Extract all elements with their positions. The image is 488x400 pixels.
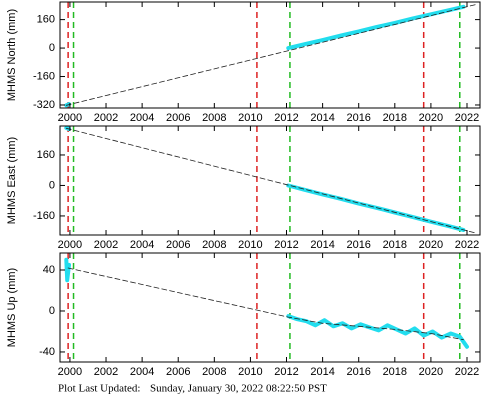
plot-frame	[59, 252, 481, 363]
x-tick-label: 2006	[166, 112, 190, 124]
y-tick-label: 40	[43, 264, 55, 276]
x-tick-label: 2018	[383, 366, 407, 378]
x-tick-label: 2000	[58, 366, 82, 378]
x-tick-label: 2012	[274, 366, 298, 378]
y-tick-label: -40	[39, 346, 55, 358]
x-tick-label: 2008	[202, 366, 226, 378]
x-tick-label: 2002	[94, 239, 118, 251]
model-line	[65, 127, 477, 234]
x-tick-label: 2012	[274, 239, 298, 251]
x-tick-label: 2006	[166, 366, 190, 378]
y-tick-label: 0	[49, 305, 55, 317]
x-tick-label: 2004	[130, 239, 154, 251]
model-line	[67, 267, 464, 341]
model-line	[65, 4, 477, 106]
y-axis-label: MHMS East (mm)	[6, 137, 18, 224]
x-tick-label: 2004	[130, 112, 154, 124]
x-tick-label: 2016	[346, 112, 370, 124]
x-tick-label: 2016	[346, 366, 370, 378]
x-tick-label: 2010	[238, 239, 262, 251]
y-tick-label: 0	[49, 179, 55, 191]
x-tick-label: 2020	[419, 112, 443, 124]
x-tick-label: 2008	[202, 112, 226, 124]
x-tick-label: 2000	[58, 112, 82, 124]
y-tick-label: 160	[37, 149, 55, 161]
x-tick-label: 2014	[310, 112, 334, 124]
plot-frame	[59, 1, 481, 109]
x-tick-label: 2010	[238, 366, 262, 378]
x-tick-label: 2022	[455, 239, 479, 251]
x-tick-label: 2004	[130, 366, 154, 378]
x-tick-label: 2002	[94, 112, 118, 124]
x-tick-label: 2008	[202, 239, 226, 251]
plot-frame	[59, 125, 481, 236]
data-line	[64, 257, 469, 349]
x-tick-label: 2006	[166, 239, 190, 251]
y-tick-label: 0	[49, 42, 55, 54]
x-tick-label: 2020	[419, 239, 443, 251]
x-tick-label: 2022	[455, 366, 479, 378]
x-tick-label: 2012	[274, 112, 298, 124]
y-axis-label: MHMS Up (mm)	[6, 268, 18, 347]
footer-label: Plot Last Updated:	[58, 383, 141, 395]
y-axis-label: MHMS North (mm)	[6, 9, 18, 101]
y-tick-label: -320	[33, 99, 55, 111]
x-tick-label: 2018	[383, 112, 407, 124]
y-tick-label: 160	[37, 14, 55, 26]
x-tick-label: 2000	[58, 239, 82, 251]
x-tick-label: 2018	[383, 239, 407, 251]
y-tick-label: -160	[33, 210, 55, 222]
y-tick-label: -160	[33, 70, 55, 82]
x-tick-label: 2022	[455, 112, 479, 124]
x-tick-label: 2002	[94, 366, 118, 378]
footer-timestamp: Sunday, January 30, 2022 08:22:50 PST	[150, 383, 327, 395]
x-tick-label: 2020	[419, 366, 443, 378]
x-tick-label: 2010	[238, 112, 262, 124]
x-tick-label: 2014	[310, 239, 334, 251]
x-tick-label: 2016	[346, 239, 370, 251]
x-tick-label: 2014	[310, 366, 334, 378]
